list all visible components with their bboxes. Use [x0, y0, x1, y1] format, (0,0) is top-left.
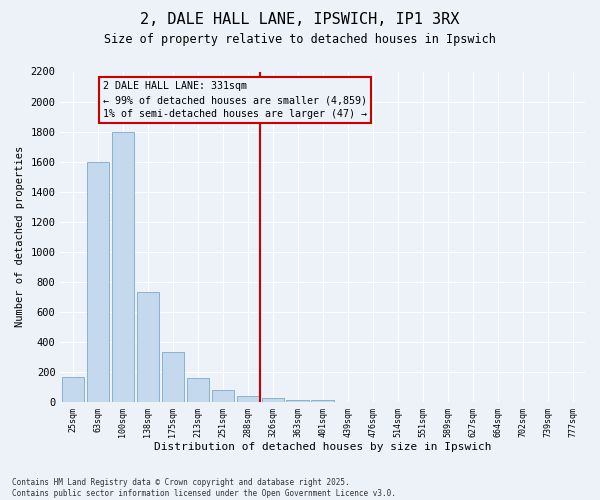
- Bar: [286, 400, 309, 402]
- Bar: [112, 132, 134, 402]
- Bar: [187, 378, 209, 402]
- Y-axis label: Number of detached properties: Number of detached properties: [15, 146, 25, 328]
- Bar: [236, 396, 259, 402]
- Text: Size of property relative to detached houses in Ipswich: Size of property relative to detached ho…: [104, 32, 496, 46]
- Bar: [137, 292, 159, 402]
- Text: 2 DALE HALL LANE: 331sqm
← 99% of detached houses are smaller (4,859)
1% of semi: 2 DALE HALL LANE: 331sqm ← 99% of detach…: [103, 82, 367, 120]
- Text: Contains HM Land Registry data © Crown copyright and database right 2025.
Contai: Contains HM Land Registry data © Crown c…: [12, 478, 396, 498]
- Bar: [86, 162, 109, 402]
- Bar: [62, 376, 84, 402]
- Text: 2, DALE HALL LANE, IPSWICH, IP1 3RX: 2, DALE HALL LANE, IPSWICH, IP1 3RX: [140, 12, 460, 28]
- Bar: [262, 398, 284, 402]
- Bar: [311, 400, 334, 402]
- Bar: [161, 352, 184, 402]
- Bar: [212, 390, 234, 402]
- X-axis label: Distribution of detached houses by size in Ipswich: Distribution of detached houses by size …: [154, 442, 491, 452]
